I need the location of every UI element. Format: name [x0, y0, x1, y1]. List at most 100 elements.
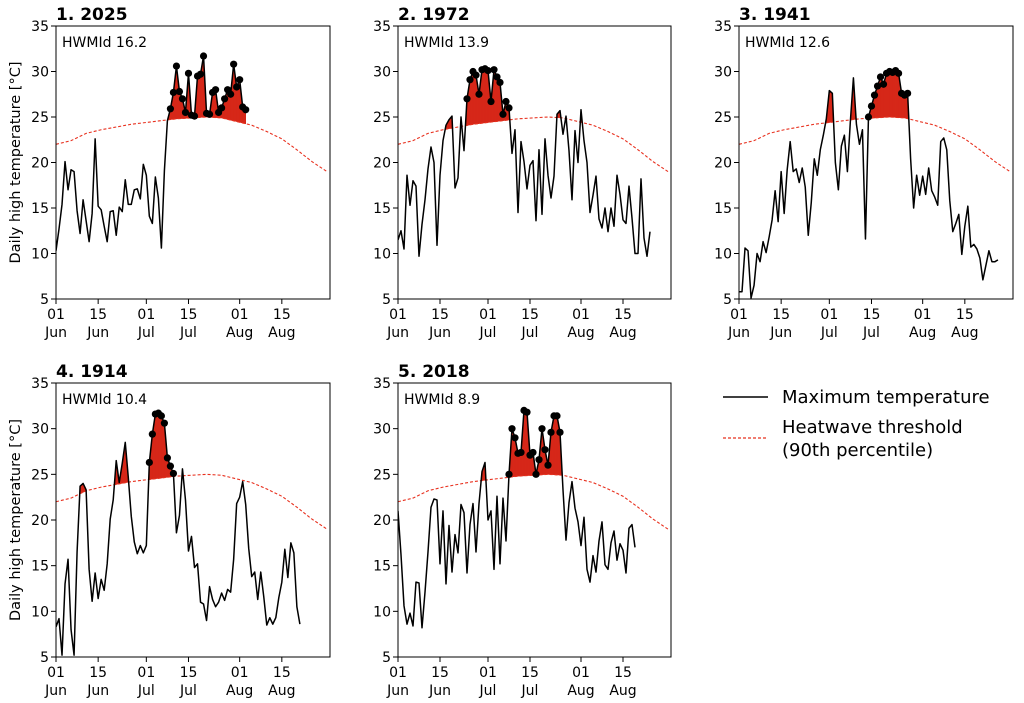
x-tick-label: Aug: [567, 683, 594, 699]
hwmid-annotation: HWMId 13.9: [404, 35, 489, 51]
x-tick-label: 01: [572, 665, 590, 681]
heatwave-markers: [463, 65, 513, 118]
heatwave-markers: [505, 406, 564, 478]
x-tick-label: Jul: [521, 683, 539, 699]
heatwave-day-marker: [538, 425, 546, 433]
axes-frame: [738, 25, 1014, 300]
y-tick-label: 25: [31, 467, 49, 483]
x-tick-label: Jul: [137, 325, 155, 341]
heatwave-day-marker: [181, 108, 190, 117]
x-tick-label: 15: [956, 307, 974, 323]
x-tick-label: Jun: [44, 325, 67, 341]
heatwave-day-marker: [493, 73, 501, 81]
max-temperature-line: [398, 409, 636, 629]
heatwave-day-marker: [172, 62, 181, 70]
x-tick-label: 01: [914, 307, 932, 323]
x-tick-label: 01: [479, 307, 497, 323]
heatwave-day-marker: [864, 113, 873, 121]
heatwave-day-marker: [199, 52, 208, 60]
exceedance-segment: [886, 70, 890, 118]
panel-2: 5 10 15 20 25 30 35 01 Jun 15 Jun 01 Jul 15 Jul 01 Aug 15…: [373, 5, 672, 341]
y-tick-label: 30: [31, 65, 49, 81]
x-tick-label: 15: [273, 307, 291, 323]
x-tick-label: 15: [521, 665, 539, 681]
heatwave-day-marker: [502, 97, 510, 106]
x-tick-label: Aug: [268, 325, 295, 341]
y-tick-label: 30: [373, 422, 391, 438]
panel-title: 5. 2018: [398, 362, 470, 382]
heatwave-day-marker: [867, 102, 876, 110]
x-tick-label: Jun: [386, 683, 409, 699]
hwmid-annotation: HWMId 8.9: [404, 392, 480, 408]
y-axis-label: Daily high temperature [°C]: [8, 62, 24, 264]
y-tick-label: 15: [31, 201, 49, 217]
x-tick-label: Jul: [521, 325, 539, 341]
y-tick-label: 30: [714, 65, 732, 81]
heatwave-day-marker: [879, 80, 888, 88]
heatwave-day-marker: [873, 82, 882, 90]
y-tick-label: 35: [373, 19, 391, 35]
x-tick-label: 01: [572, 307, 590, 323]
y-tick-label: 15: [714, 201, 732, 217]
x-tick-label: Jul: [137, 683, 155, 699]
panel-title: 3. 1941: [739, 5, 811, 25]
legend-label-threshold: Heatwave threshold: [782, 417, 963, 438]
y-tick-label: 30: [373, 65, 391, 81]
y-tick-label: 35: [714, 19, 732, 35]
x-tick-label: 01: [389, 307, 407, 323]
threshold-line: [55, 116, 328, 173]
x-tick-label: Jun: [86, 325, 109, 341]
exceedance-segment: [892, 70, 896, 118]
y-axis-label: Daily high temperature [°C]: [8, 419, 24, 621]
panel-title: 1. 2025: [56, 5, 128, 25]
max-temperature-line: [56, 55, 247, 251]
max-temperature-line: [56, 412, 301, 656]
x-tick-label: Jun: [86, 683, 109, 699]
hwmid-annotation: HWMId 12.6: [745, 35, 830, 51]
heatwave-markers: [864, 66, 912, 121]
heatwave-day-marker: [529, 448, 537, 457]
x-tick-label: Jun: [428, 325, 451, 341]
exceedance-segment: [155, 412, 159, 480]
x-tick-label: Aug: [909, 325, 936, 341]
heatwave-day-marker: [466, 76, 474, 84]
x-tick-label: 15: [431, 307, 449, 323]
x-tick-label: 15: [180, 665, 198, 681]
heatwave-day-marker: [205, 110, 214, 118]
heatwave-day-marker: [230, 60, 238, 68]
y-tick-label: 25: [373, 467, 391, 483]
x-tick-label: Jul: [479, 683, 497, 699]
heatwave-day-marker: [160, 419, 168, 427]
x-tick-label: Jul: [179, 683, 197, 699]
hwmid-annotation: HWMId 10.4: [62, 392, 147, 408]
heatwave-day-marker: [169, 88, 178, 97]
heatwave-day-marker: [532, 470, 540, 478]
heatwave-day-marker: [505, 104, 513, 112]
threshold-line: [397, 473, 669, 530]
threshold-line: [55, 473, 328, 530]
heatwave-day-marker: [175, 87, 184, 96]
heatwave-day-marker: [169, 469, 178, 478]
y-tick-label: 5: [382, 650, 391, 666]
x-tick-label: Aug: [567, 325, 594, 341]
x-tick-label: Aug: [951, 325, 978, 341]
y-tick-label: 10: [373, 604, 391, 620]
heatwave-day-marker: [233, 83, 241, 91]
x-tick-label: 01: [137, 307, 155, 323]
x-tick-label: Jul: [862, 325, 880, 341]
x-tick-label: 01: [47, 307, 65, 323]
exceedance-segment: [889, 71, 893, 118]
exceedance-segment: [484, 68, 489, 124]
y-tick-label: 25: [31, 110, 49, 126]
y-tick-label: 20: [373, 513, 391, 529]
x-tick-label: 15: [431, 665, 449, 681]
panel-4: 5 10 15 20 25 30 35 01 Jun 15 Jun 01 Jul 15 Jul 01 Aug 15…: [8, 362, 331, 699]
x-tick-label: Aug: [268, 683, 295, 699]
x-tick-label: 15: [614, 307, 632, 323]
y-tick-label: 25: [373, 110, 391, 126]
heatwave-day-marker: [166, 105, 175, 113]
x-tick-label: Aug: [609, 683, 636, 699]
y-tick-label: 5: [40, 650, 49, 666]
heatwave-day-marker: [544, 461, 552, 469]
heatwave-markers: [145, 409, 178, 478]
